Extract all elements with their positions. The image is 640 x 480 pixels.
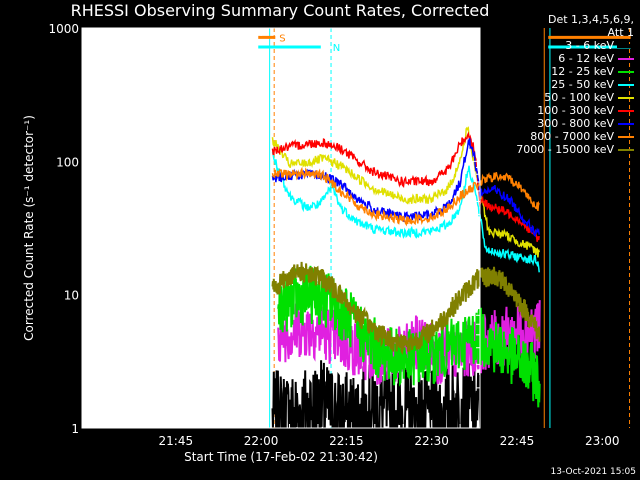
y-tick-label: 100 (56, 155, 79, 169)
legend-entry: 12 - 25 keV (478, 65, 636, 78)
x-tick-label: 23:00 (585, 434, 620, 448)
x-tick-label: 22:45 (500, 434, 535, 448)
legend-entry-swatch (618, 110, 634, 112)
legend-entry-swatch (618, 97, 634, 99)
series-line (271, 166, 540, 227)
chart-legend: Det 1,3,4,5,6,9, Att 1 3 - 6 keV 6 - 12 k… (478, 13, 636, 156)
legend-entry-swatch (618, 136, 634, 138)
legend-entry-label: 25 - 50 keV (551, 78, 614, 91)
legend-entry-label: 7000 - 15000 keV (516, 143, 614, 156)
legend-entry-swatch (618, 149, 634, 151)
legend-entry-swatch (618, 71, 634, 73)
legend-entry-label: 12 - 25 keV (551, 65, 614, 78)
series-line (271, 138, 540, 238)
legend-header-detectors: Det 1,3,4,5,6,9, (547, 13, 634, 26)
legend-entry: 50 - 100 keV (478, 91, 636, 104)
x-tick-label: 22:15 (329, 434, 364, 448)
legend-entry: 3 - 6 keV (478, 39, 636, 52)
legend-entry-label: 300 - 800 keV (537, 117, 614, 130)
legend-entry: 7000 - 15000 keV (478, 143, 636, 156)
legend-entry: 100 - 300 keV (478, 104, 636, 117)
series-line (271, 359, 541, 429)
x-tick-label: 22:30 (414, 434, 449, 448)
legend-entries: 3 - 6 keV 6 - 12 keV 12 - 25 keV 25 - 50 ke… (478, 39, 636, 156)
y-tick-label: 1 (71, 422, 79, 436)
series-line (271, 152, 540, 273)
legend-entry-swatch (618, 58, 634, 60)
y-axis-label: Corrected Count Rate (s⁻¹ detector⁻¹) (22, 115, 36, 341)
legend-entry-label: 100 - 300 keV (537, 104, 614, 117)
x-tick-label: 21:45 (159, 434, 194, 448)
legend-entry: 300 - 800 keV (478, 117, 636, 130)
legend-entry: 800 - 7000 keV (478, 130, 636, 143)
y-tick-label: 1000 (48, 22, 79, 36)
annotation-label: N (333, 43, 340, 54)
series-line (271, 261, 541, 356)
legend-entry-label: 3 - 6 keV (565, 39, 614, 52)
legend-entry-swatch (617, 44, 635, 48)
series-line (271, 131, 540, 242)
footer-date: 13-Oct-2021 15:05 (550, 467, 636, 477)
legend-entry: 25 - 50 keV (478, 78, 636, 91)
y-tick-label: 10 (64, 289, 79, 303)
legend-entry-label: 6 - 12 keV (558, 52, 614, 65)
legend-entry-label: 800 - 7000 keV (530, 130, 614, 143)
annotation-label: S (279, 33, 285, 44)
plot-frame (81, 27, 481, 429)
series-line (277, 265, 541, 408)
legend-entry: 6 - 12 keV (478, 52, 636, 65)
x-tick-label: 22:00 (244, 434, 279, 448)
series-line (271, 126, 540, 258)
legend-entry-label: 50 - 100 keV (544, 91, 614, 104)
x-axis-label: Start Time (17-Feb-02 21:30:42) (184, 450, 378, 464)
legend-header-attenuator: Att 1 (607, 26, 634, 39)
chart-title: RHESSI Observing Summary Count Rates, Co… (70, 1, 490, 20)
legend-entry-swatch (618, 123, 634, 125)
legend-entry-swatch (618, 84, 634, 86)
